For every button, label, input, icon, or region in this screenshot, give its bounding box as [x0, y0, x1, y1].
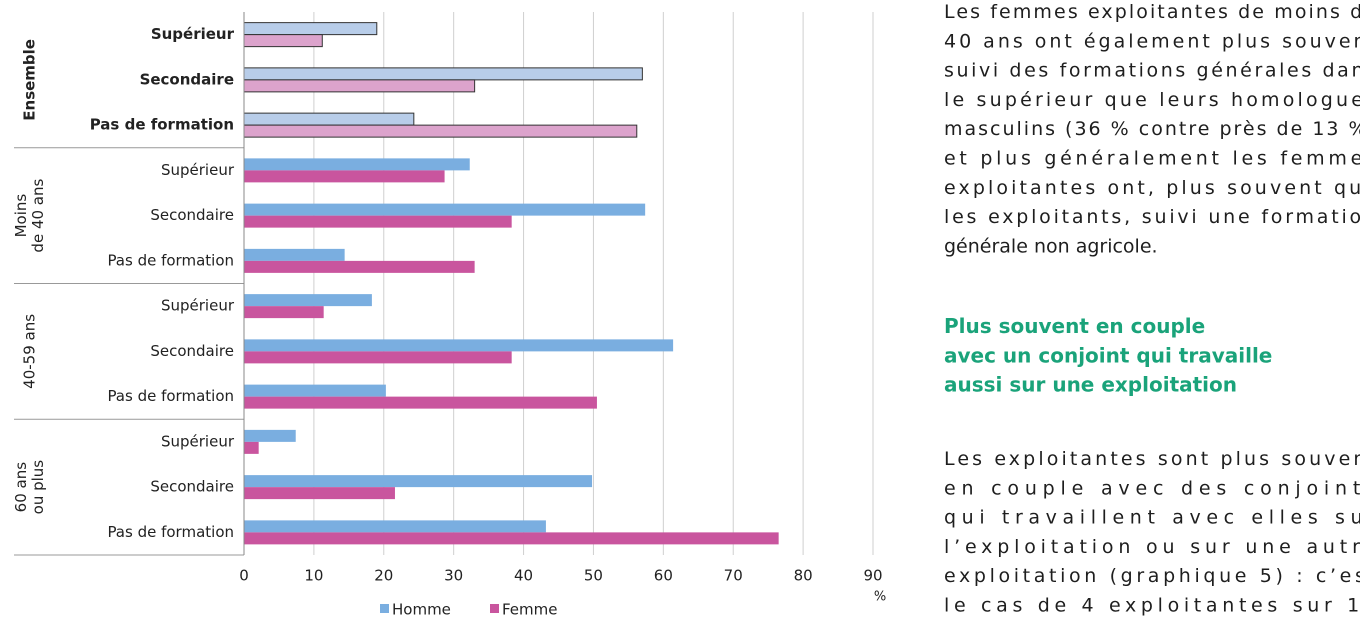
bar	[244, 532, 779, 545]
category-label: Supérieur	[151, 25, 235, 43]
heading: aussi sur une exploitation	[944, 373, 1237, 397]
x-tick-label: 0	[239, 567, 249, 585]
category-label: Secondaire	[150, 342, 234, 360]
x-unit: %	[874, 590, 886, 605]
category-label: Secondaire	[150, 206, 234, 224]
paragraph-line: exploitantes ont, plus souvent que	[944, 177, 1360, 199]
paragraph-line: les exploitants, suivi une formation	[944, 206, 1360, 228]
group-label: ou plus	[29, 460, 47, 515]
bar	[244, 339, 674, 352]
category-label: Pas de formation	[107, 523, 234, 541]
group-label: Ensemble	[21, 39, 39, 121]
bar	[244, 520, 546, 533]
bar	[244, 384, 386, 397]
group-label: de 40 ans	[29, 178, 47, 252]
bar	[243, 67, 643, 81]
bar	[244, 158, 470, 171]
legend-swatch	[490, 604, 499, 613]
category-label: Secondaire	[140, 70, 234, 88]
legend-label: Femme	[502, 601, 558, 619]
legend-label: Homme	[392, 601, 451, 619]
bar	[244, 215, 512, 228]
bar	[244, 351, 512, 364]
x-tick-label: 90	[863, 567, 882, 585]
x-tick-label: 60	[654, 567, 673, 585]
bar	[244, 429, 296, 442]
x-tick-label: 30	[444, 567, 463, 585]
category-label: Supérieur	[161, 161, 235, 179]
bar	[244, 294, 372, 307]
bar	[244, 248, 345, 261]
paragraph-line: 40 ans ont également plus souvent	[944, 30, 1360, 52]
category-label: Secondaire	[150, 478, 234, 496]
category-label: Supérieur	[161, 297, 235, 315]
paragraph-line: qui travaillent avec elles sur	[944, 507, 1360, 529]
bar	[244, 487, 395, 500]
x-tick-label: 80	[794, 567, 813, 585]
paragraph-line: le supérieur que leurs homologues	[944, 89, 1360, 111]
paragraph-line: et plus généralement les femmes	[944, 148, 1360, 170]
group-label: Moins	[12, 194, 30, 238]
x-tick-label: 20	[374, 567, 393, 585]
group-label: 40-59 ans	[21, 314, 39, 389]
category-label: Supérieur	[161, 432, 235, 450]
legend-swatch	[380, 604, 389, 613]
x-tick-label: 10	[304, 567, 323, 585]
bar	[244, 306, 324, 319]
paragraph-line: exploitation (graphique 5) : c’est	[944, 565, 1360, 587]
x-tick-label: 50	[584, 567, 603, 585]
heading: Plus souvent en couple	[944, 314, 1205, 338]
bar	[244, 260, 475, 273]
bar	[243, 124, 638, 138]
bar	[243, 34, 323, 48]
paragraph-line: Les femmes exploitantes de moins de	[944, 1, 1360, 23]
bar	[244, 441, 259, 454]
paragraph-line: le cas de 4 exploitantes sur 10	[944, 595, 1360, 617]
paragraph-line: générale non agricole.	[944, 235, 1158, 257]
category-label: Pas de formation	[107, 387, 234, 405]
category-label: Pas de formation	[107, 251, 234, 269]
bar	[244, 475, 593, 488]
bar	[244, 203, 646, 216]
bar	[243, 79, 476, 93]
paragraph-line: suivi des formations générales dans	[944, 60, 1360, 82]
paragraph-line: masculins (36 % contre près de 13 %)	[944, 118, 1360, 140]
paragraph-line: en couple avec des conjoints	[944, 477, 1360, 499]
bar	[243, 22, 378, 36]
bar	[244, 170, 445, 183]
paragraph-line: Les exploitantes sont plus souvent	[944, 448, 1360, 470]
category-label: Pas de formation	[90, 116, 234, 134]
bar	[243, 112, 415, 126]
x-tick-label: 70	[724, 567, 743, 585]
group-label: 60 ans	[12, 462, 30, 513]
heading: avec un conjoint qui travaille	[944, 343, 1272, 367]
bar	[244, 396, 597, 409]
x-tick-label: 40	[514, 567, 533, 585]
